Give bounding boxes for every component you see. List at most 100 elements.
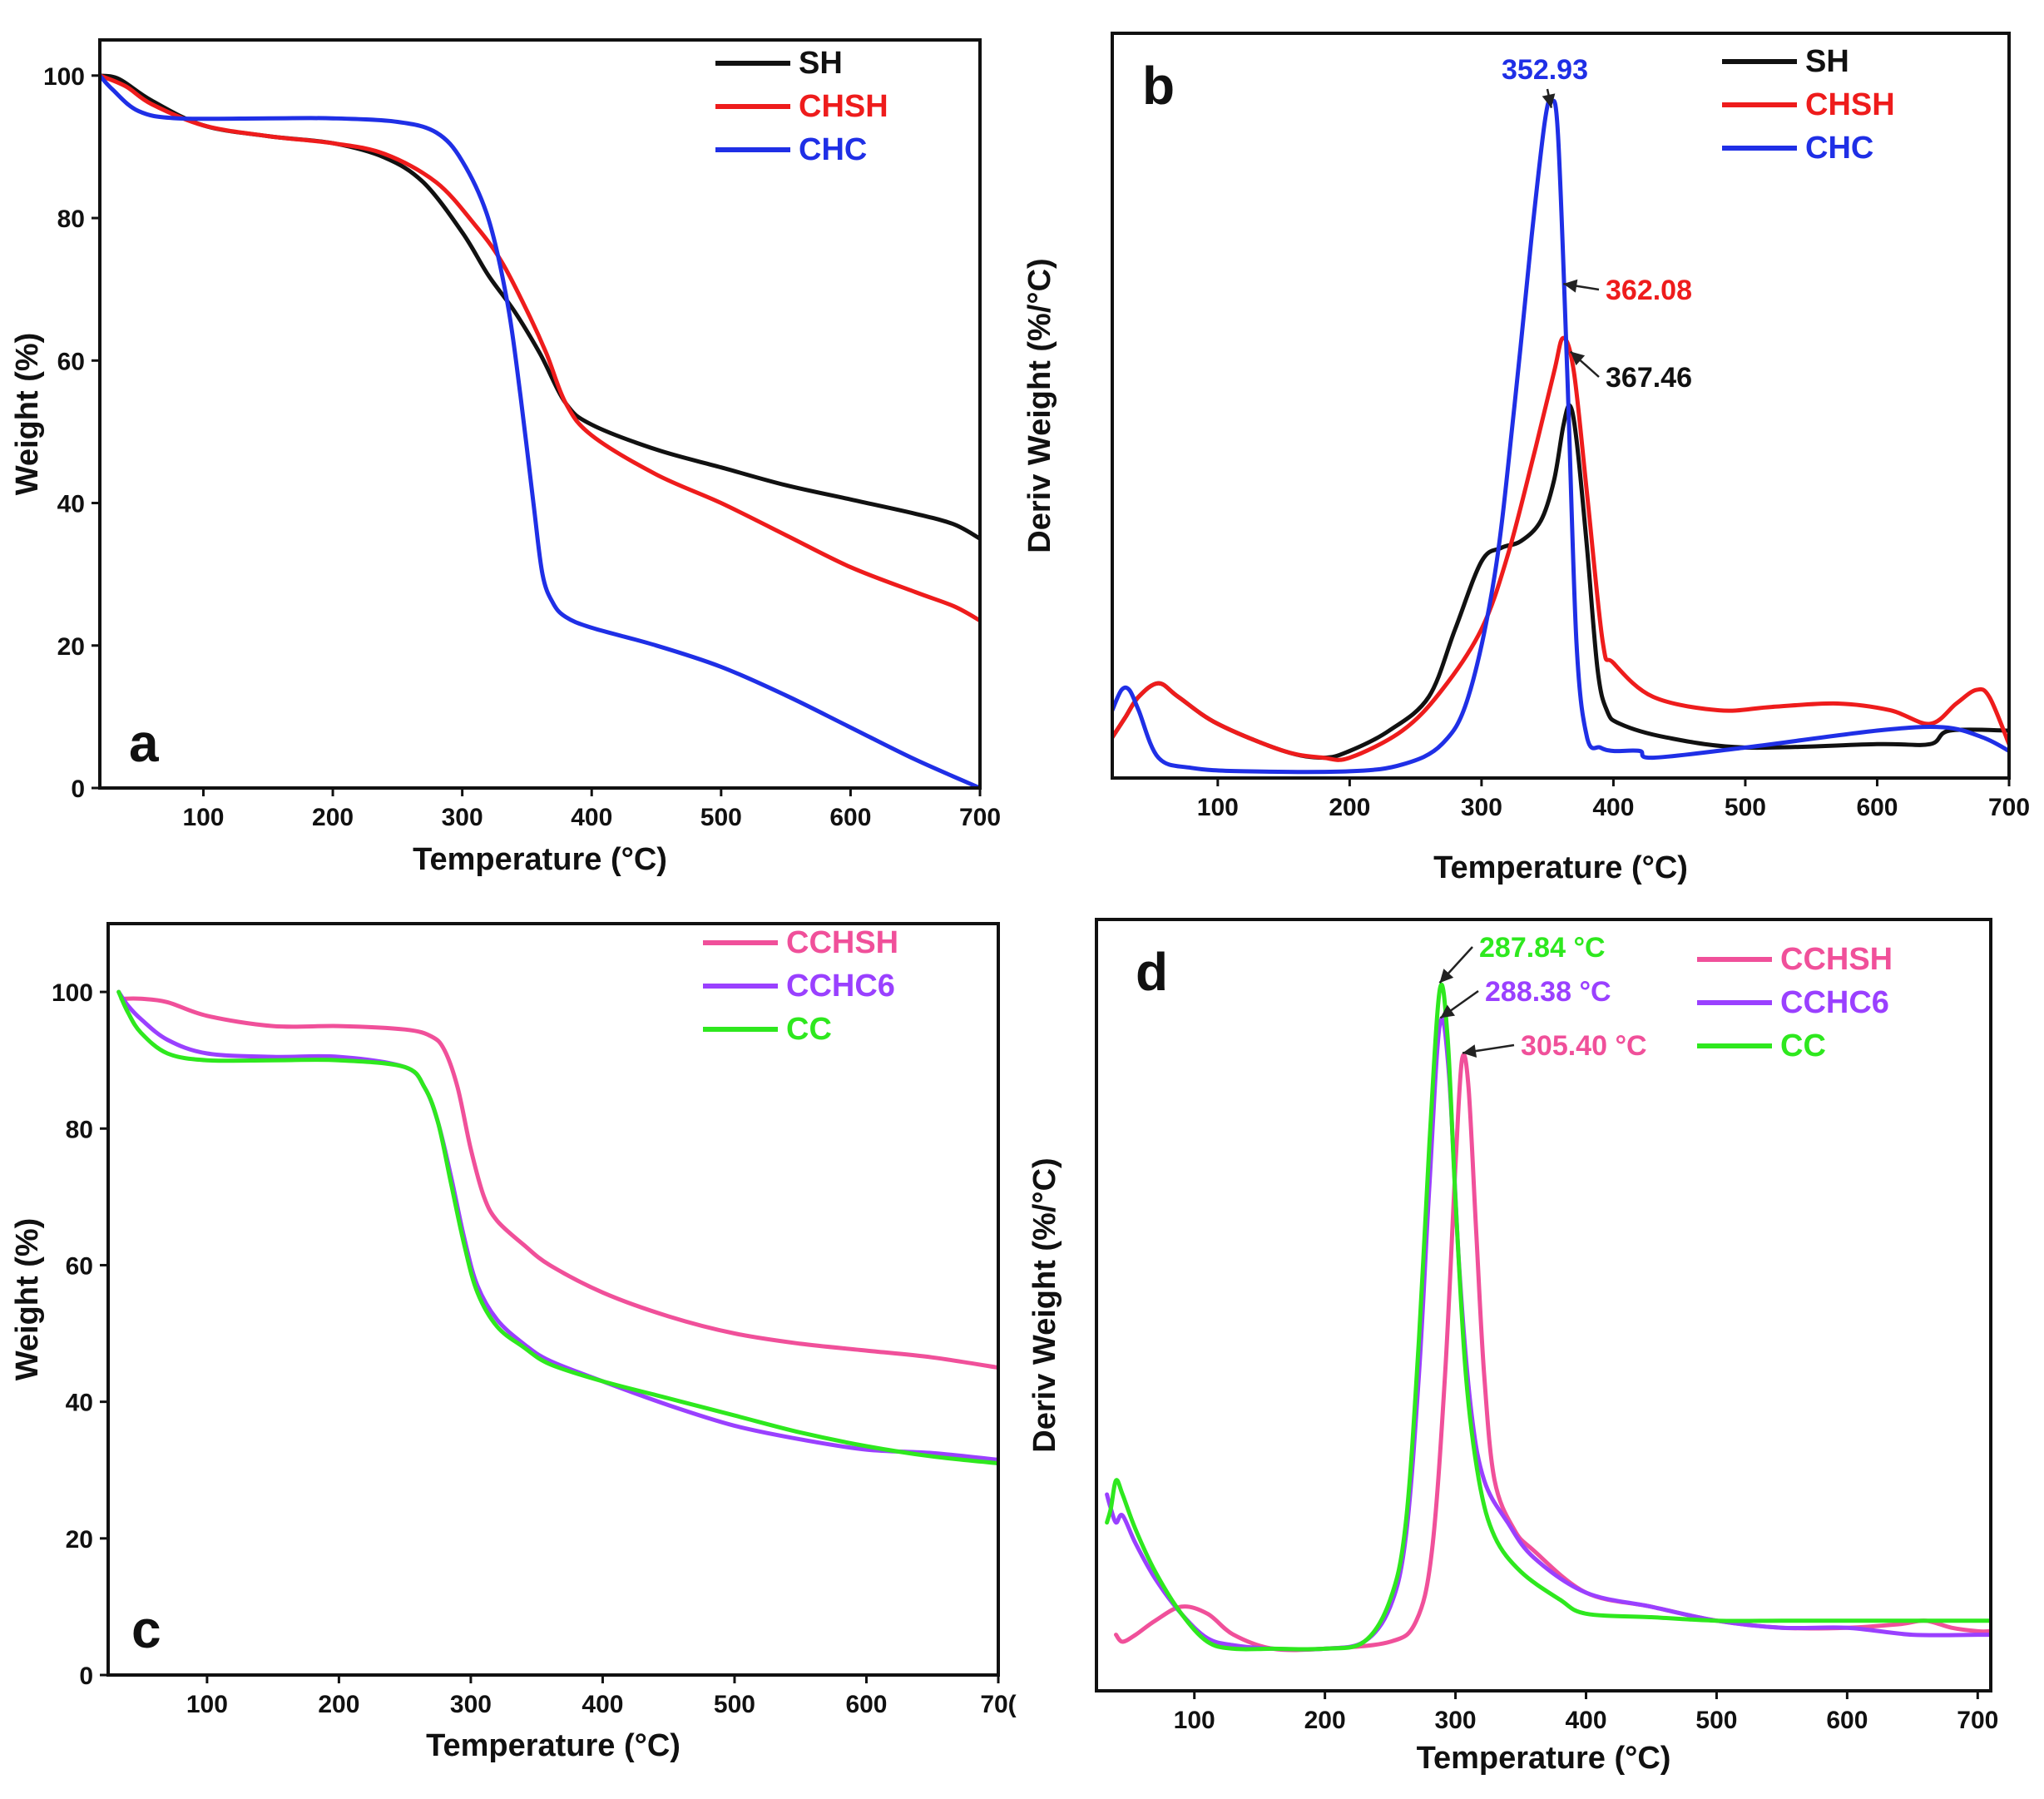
x-tick-label: 200	[1304, 1707, 1346, 1734]
y-axis-title: Deriv Weight (%/°C)	[1027, 1157, 1062, 1452]
x-tick-label: 200	[318, 1691, 359, 1718]
x-tick-label: 100	[1174, 1707, 1215, 1734]
y-tick-label: 100	[43, 63, 85, 91]
x-tick-label: 100	[1197, 794, 1239, 821]
peak-annotation: 305.40 °C	[1521, 1030, 1647, 1062]
annotation-arrow-head	[1439, 969, 1454, 984]
series-group	[1112, 97, 2009, 775]
plot-frame	[1111, 32, 2011, 780]
y-tick-label: 40	[57, 491, 85, 518]
legend-label-sh: SH	[1805, 44, 1849, 79]
peak-annotation: 362.08	[1606, 275, 1692, 306]
y-axis-title: Weight (%)	[10, 333, 45, 496]
x-tick-label: 500	[1695, 1707, 1737, 1734]
annotation-arrow-head	[1542, 93, 1556, 108]
x-tick-label: 600	[829, 804, 871, 831]
x-tick-label: 700	[959, 804, 1001, 831]
plot-frame	[1095, 918, 1992, 1692]
x-tick-label: 200	[312, 804, 354, 831]
peak-annotation: 352.93	[1502, 54, 1588, 86]
legend: SH CHSH CHC	[715, 46, 888, 167]
x-tick-label: 600	[845, 1691, 887, 1718]
annotation-arrow-head	[1440, 1004, 1456, 1018]
x-tick-label: 400	[1565, 1707, 1606, 1734]
legend: CCHSH CCHC6 CC	[1697, 942, 1893, 1063]
series-group	[100, 73, 980, 788]
x-tick-label: 500	[700, 804, 742, 831]
annotation-arrow-head	[1462, 1044, 1477, 1058]
panel-a: 100 200 300 400 500 600 700 0 20 40 60 80 100 Tempera…	[10, 38, 1001, 877]
x-tick-label: 700	[1957, 1707, 1998, 1734]
x-tick-label: 100	[182, 804, 224, 831]
series-line-cchsh	[1114, 1052, 1991, 1653]
x-tick-label: 600	[1856, 794, 1898, 821]
series-line-cc	[116, 989, 998, 1465]
legend-label-cchsh: CCHSH	[1780, 942, 1893, 977]
y-tick-label: 80	[57, 206, 85, 233]
legend-label-cchc6: CCHC6	[1780, 985, 1889, 1020]
series-line-chsh	[100, 73, 980, 623]
y-tick-label: 60	[66, 1252, 93, 1280]
plot-frame	[106, 922, 1000, 1677]
series-line-sh	[1112, 403, 2009, 761]
x-tick-label: 500	[714, 1691, 755, 1718]
y-tick-label: 0	[71, 776, 85, 803]
legend: SH CHSH CHC	[1722, 44, 1895, 166]
x-tick-label: 700	[1988, 794, 2030, 821]
legend-label-cc: CC	[1780, 1028, 1826, 1063]
panel-b: 100 200 300 400 500 600 700 Temperature (°C) Der…	[1022, 32, 2030, 885]
legend-label-chsh: CHSH	[1805, 87, 1895, 122]
series-line-cc	[1105, 982, 1991, 1652]
panel-letter: d	[1136, 942, 1168, 1002]
series-group	[116, 989, 998, 1465]
x-axis-title: Temperature (°C)	[426, 1728, 681, 1763]
panel-d: 100 200 300 400 500 600 700 Temperature (°C) Der…	[1027, 918, 1998, 1776]
x-axis-title: Temperature (°C)	[1417, 1741, 1671, 1776]
panel-c: 100 200 300 400 500 600 70(0 20 40 60 80 100 Tempera…	[10, 922, 1017, 1763]
y-tick-label: 0	[79, 1663, 93, 1690]
x-tick-label: 300	[1461, 794, 1502, 821]
y-axis-title: Deriv Weight (%/°C)	[1022, 258, 1057, 553]
y-tick-label: 20	[57, 633, 85, 661]
x-tick-label: 400	[1592, 794, 1634, 821]
series-line-chsh	[1112, 335, 2009, 762]
legend-label-cchc6: CCHC6	[786, 969, 895, 1004]
panel-letter: c	[131, 1599, 161, 1659]
y-tick-label: 80	[66, 1116, 93, 1143]
peak-annotation: 288.38 °C	[1485, 976, 1611, 1008]
x-tick-label: 600	[1826, 1707, 1868, 1734]
x-tick-label: 400	[582, 1691, 623, 1718]
x-tick-label: 300	[1435, 1707, 1477, 1734]
legend-label-chc: CHC	[1805, 131, 1873, 166]
x-tick-label: 70(	[980, 1691, 1016, 1718]
x-tick-label: 400	[571, 804, 612, 831]
peak-annotation: 367.46	[1606, 362, 1692, 394]
series-line-chc	[100, 73, 980, 788]
legend-label-chsh: CHSH	[799, 89, 888, 124]
legend-label-chc: CHC	[799, 132, 867, 167]
annotation-arrow-head	[1570, 351, 1586, 366]
x-tick-label: 200	[1329, 794, 1370, 821]
legend-label-cc: CC	[786, 1012, 832, 1047]
series-line-cchsh	[119, 996, 998, 1370]
series-line-cchc6	[1105, 1016, 1991, 1652]
legend-label-sh: SH	[799, 46, 843, 81]
y-tick-label: 100	[52, 979, 93, 1007]
peak-annotation: 287.84 °C	[1479, 932, 1606, 964]
legend: CCHSH CCHC6 CC	[703, 925, 898, 1047]
x-axis-title: Temperature (°C)	[413, 842, 667, 877]
plot-frame	[98, 38, 982, 790]
y-axis-title: Weight (%)	[10, 1218, 45, 1381]
x-tick-label: 300	[450, 1691, 492, 1718]
annotation-arrow-head	[1563, 279, 1578, 293]
x-axis-title: Temperature (°C)	[1433, 850, 1688, 885]
series-line-chc	[1112, 97, 2009, 775]
panel-letter: a	[129, 713, 159, 773]
x-tick-label: 500	[1725, 794, 1766, 821]
y-tick-label: 20	[66, 1526, 93, 1554]
x-tick-label: 300	[442, 804, 483, 831]
x-tick-label: 100	[186, 1691, 228, 1718]
y-tick-label: 60	[57, 348, 85, 375]
panel-letter: b	[1142, 56, 1175, 116]
